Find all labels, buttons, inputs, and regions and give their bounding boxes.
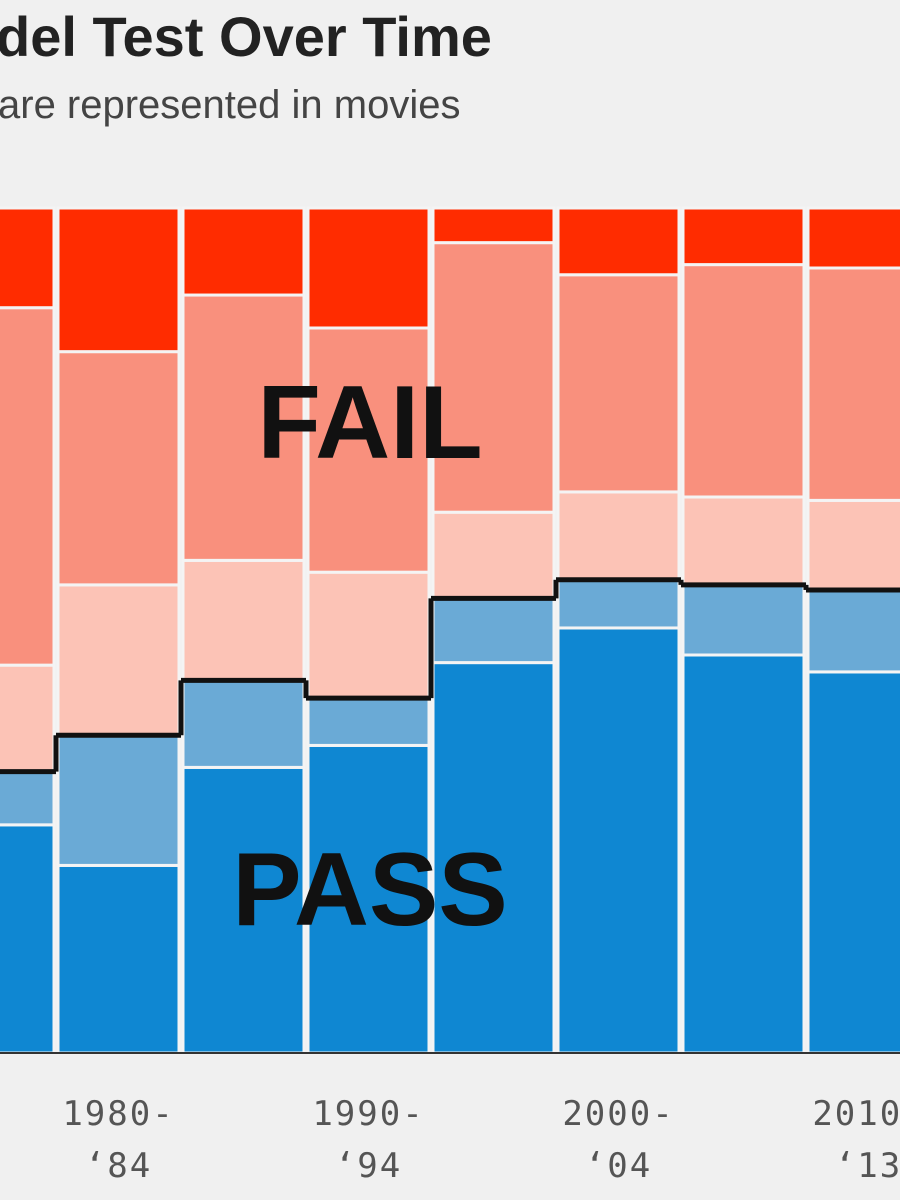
bar-segment bbox=[556, 490, 681, 582]
bar-segment bbox=[306, 696, 431, 747]
bar-segment bbox=[0, 823, 56, 1055]
bar-segment bbox=[806, 206, 900, 270]
bar-segment bbox=[56, 206, 181, 354]
bar-segment bbox=[806, 670, 900, 1055]
bar-segment bbox=[681, 495, 806, 587]
bar-segment bbox=[56, 863, 181, 1055]
bar-segment bbox=[681, 263, 806, 499]
chart-title: del Test Over Time bbox=[0, 5, 492, 68]
bar-segment bbox=[181, 678, 306, 769]
bar-segment bbox=[306, 570, 431, 700]
bar-segment bbox=[306, 326, 431, 574]
bar-segment bbox=[681, 653, 806, 1055]
bar-segment bbox=[0, 663, 56, 774]
x-tick-label: 2010- ‘13 bbox=[812, 1094, 900, 1186]
bar-segment bbox=[306, 206, 431, 330]
bar-segment bbox=[181, 765, 306, 1055]
x-tick-label: 1990- ‘94 bbox=[312, 1094, 425, 1186]
bar-segment bbox=[0, 206, 56, 310]
bar-segment bbox=[431, 510, 556, 600]
bar-segment bbox=[431, 241, 556, 514]
bar-segment bbox=[0, 306, 56, 667]
bar-segment bbox=[681, 583, 806, 657]
bar-segment bbox=[181, 206, 306, 297]
bar-segment bbox=[431, 596, 556, 665]
bar-segment bbox=[806, 498, 900, 592]
annotation: PASS bbox=[232, 832, 508, 948]
bar-segment bbox=[556, 206, 681, 277]
bar-segment bbox=[181, 293, 306, 562]
bar-segment bbox=[56, 583, 181, 737]
bar-segment bbox=[431, 206, 556, 245]
bar-segment bbox=[806, 266, 900, 502]
chart-subtitle: are represented in movies bbox=[0, 83, 460, 127]
bar-segment bbox=[681, 206, 806, 267]
bar-segment bbox=[56, 350, 181, 587]
bar-segment bbox=[806, 588, 900, 674]
bar-segment bbox=[0, 770, 56, 827]
bar-segment bbox=[181, 558, 306, 682]
bar-segment bbox=[56, 733, 181, 867]
bar-segment bbox=[556, 626, 681, 1055]
annotation: FAIL bbox=[257, 365, 482, 481]
bar-segment bbox=[556, 273, 681, 494]
x-tick-label: 1980- ‘84 bbox=[62, 1094, 175, 1186]
bar-segment bbox=[556, 578, 681, 630]
x-tick-label: 2000- ‘04 bbox=[562, 1094, 675, 1186]
